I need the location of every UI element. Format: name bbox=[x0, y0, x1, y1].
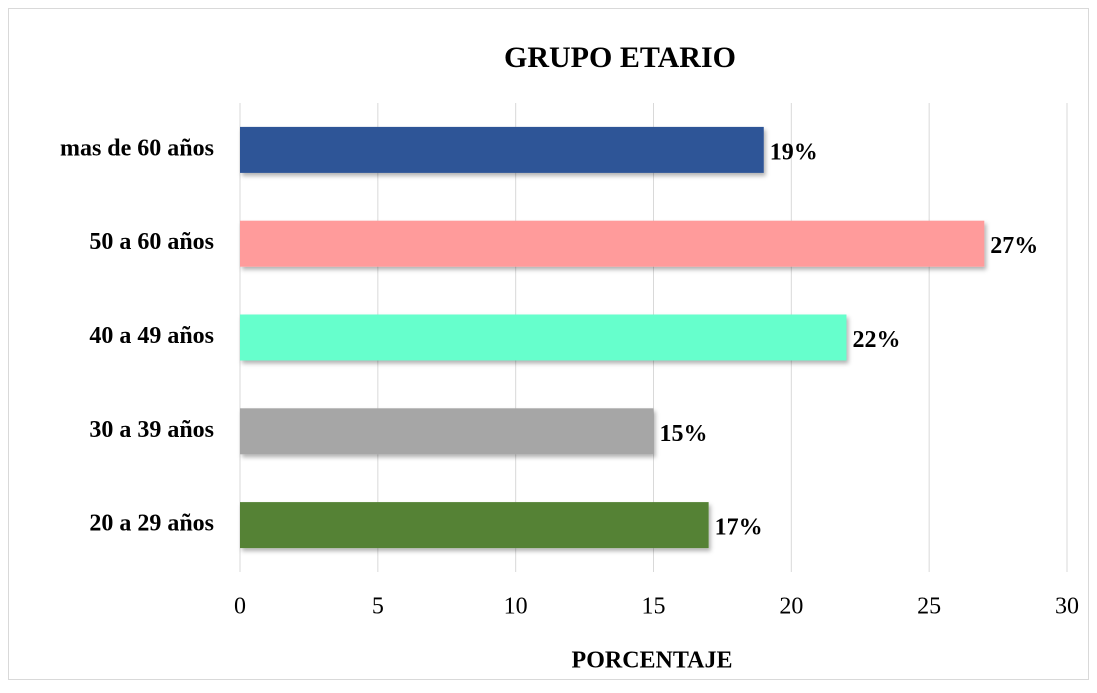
x-tick-label: 20 bbox=[779, 594, 803, 620]
x-tick-label: 15 bbox=[642, 594, 666, 620]
y-tick-label: 20 a 29 años bbox=[89, 511, 214, 537]
bar bbox=[240, 314, 847, 361]
x-axis-label: PORCENTAJE bbox=[572, 648, 733, 674]
x-tick-label: 0 bbox=[234, 594, 246, 620]
y-tick-label: mas de 60 años bbox=[60, 135, 214, 161]
x-tick-label: 5 bbox=[372, 594, 384, 620]
bar bbox=[240, 126, 764, 173]
y-tick-label: 50 a 60 años bbox=[89, 229, 214, 255]
x-tick-label: 25 bbox=[917, 594, 941, 620]
data-label: 15% bbox=[660, 421, 708, 447]
chart-title: GRUPO ETARIO bbox=[504, 41, 736, 74]
data-label: 19% bbox=[770, 139, 818, 165]
data-label: 17% bbox=[715, 515, 763, 541]
y-tick-label: 30 a 39 años bbox=[89, 417, 214, 443]
bar bbox=[240, 502, 709, 549]
data-label: 27% bbox=[990, 233, 1038, 259]
data-label: 22% bbox=[852, 327, 900, 353]
x-tick-label: 30 bbox=[1055, 594, 1079, 620]
x-tick-label: 10 bbox=[504, 594, 528, 620]
bar bbox=[240, 408, 654, 455]
y-tick-label: 40 a 49 años bbox=[89, 323, 214, 349]
bar bbox=[240, 220, 985, 267]
